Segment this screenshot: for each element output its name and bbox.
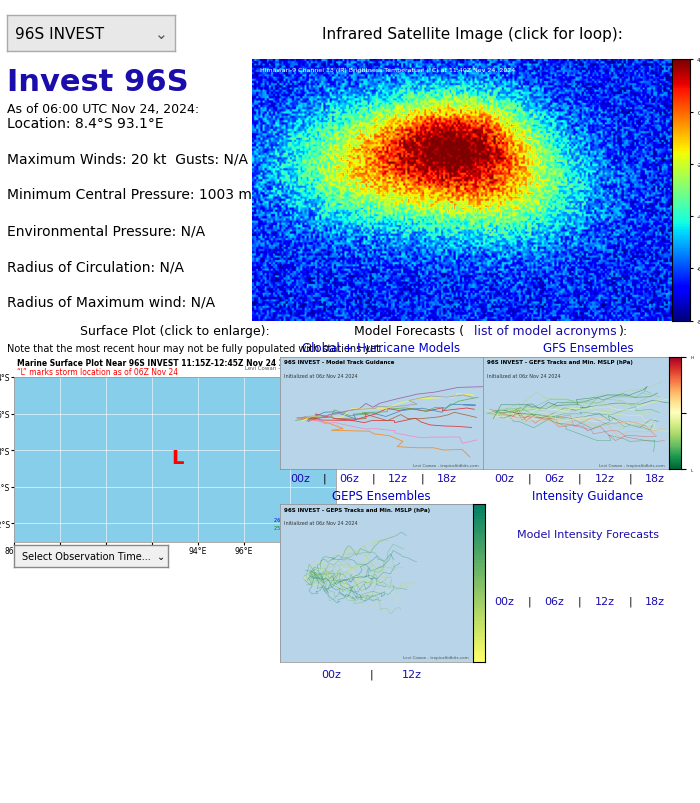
Text: 00z: 00z — [494, 597, 514, 606]
Text: Intensity Guidance: Intensity Guidance — [533, 489, 643, 502]
Text: “L” marks storm location as of 06Z Nov 24: “L” marks storm location as of 06Z Nov 2… — [18, 368, 178, 377]
Text: 00z: 00z — [494, 474, 514, 483]
Text: |: | — [372, 473, 375, 484]
Text: 00z: 00z — [321, 669, 341, 679]
Text: 12z: 12z — [402, 669, 422, 679]
Text: 06z: 06z — [545, 597, 564, 606]
Text: 96S INVEST: 96S INVEST — [15, 26, 104, 42]
Text: Minimum Central Pressure: 1003 mb: Minimum Central Pressure: 1003 mb — [7, 188, 260, 202]
Text: 25  1009: 25 1009 — [274, 525, 295, 530]
Text: 26  1008: 26 1008 — [274, 518, 295, 523]
Text: |: | — [628, 473, 632, 484]
Text: |: | — [578, 473, 582, 484]
Text: |: | — [628, 596, 632, 607]
Text: GFS Ensembles: GFS Ensembles — [542, 342, 634, 355]
Text: 00z: 00z — [290, 474, 310, 483]
Text: 06z: 06z — [545, 474, 564, 483]
Text: 96S INVEST - GEFS Tracks and Min. MSLP (hPa): 96S INVEST - GEFS Tracks and Min. MSLP (… — [486, 360, 633, 365]
Text: |: | — [527, 473, 531, 484]
Text: Initialized at 06z Nov 24 2024: Initialized at 06z Nov 24 2024 — [284, 373, 358, 378]
Text: 12z: 12z — [595, 597, 615, 606]
Text: Surface Plot (click to enlarge):: Surface Plot (click to enlarge): — [80, 324, 270, 338]
Text: 06z: 06z — [339, 474, 359, 483]
Text: Initialized at 06z Nov 24 2024: Initialized at 06z Nov 24 2024 — [486, 373, 560, 378]
Text: 18z: 18z — [645, 597, 665, 606]
Text: Himawari-9 Channel 13 (IR) Brightness Temperature (°C) at 11:40Z Nov 24, 2024: Himawari-9 Channel 13 (IR) Brightness Te… — [260, 68, 516, 73]
Text: Initialized at 06z Nov 24 2024: Initialized at 06z Nov 24 2024 — [284, 520, 358, 525]
Text: Select Observation Time...  ⌄: Select Observation Time... ⌄ — [22, 552, 164, 561]
Text: Levi Cowan - tropicaltidbits.com: Levi Cowan - tropicaltidbits.com — [403, 655, 469, 659]
Text: list of model acronyms: list of model acronyms — [474, 324, 617, 338]
Polygon shape — [318, 377, 336, 392]
Text: Note that the most recent hour may not be fully populated with stations yet.: Note that the most recent hour may not b… — [7, 344, 383, 353]
Text: ⌄: ⌄ — [155, 26, 168, 42]
Text: Maximum Winds: 20 kt  Gusts: N/A: Maximum Winds: 20 kt Gusts: N/A — [7, 153, 248, 166]
Text: |: | — [578, 596, 582, 607]
Text: Radius of Maximum wind: N/A: Radius of Maximum wind: N/A — [7, 296, 215, 310]
Text: 12z: 12z — [595, 474, 615, 483]
Text: Radius of Circulation: N/A: Radius of Circulation: N/A — [7, 260, 184, 274]
Text: 18z: 18z — [437, 474, 456, 483]
Text: Levi Cowan - tropicaltidbits.com: Levi Cowan - tropicaltidbits.com — [244, 365, 332, 370]
Text: Invest 96S: Invest 96S — [7, 68, 188, 97]
Text: 18z: 18z — [645, 474, 665, 483]
Text: Global + Hurricane Models: Global + Hurricane Models — [302, 342, 461, 355]
Text: Marine Surface Plot Near 96S INVEST 11:15Z-12:45Z Nov 24 2024: Marine Surface Plot Near 96S INVEST 11:1… — [18, 359, 300, 368]
Text: |: | — [323, 473, 326, 484]
Text: Infrared Satellite Image (click for loop):: Infrared Satellite Image (click for loop… — [322, 26, 623, 42]
Text: 96S INVEST - Model Track Guidance: 96S INVEST - Model Track Guidance — [284, 360, 394, 365]
Text: 12z: 12z — [388, 474, 407, 483]
Text: |: | — [420, 473, 424, 484]
Text: L: L — [171, 448, 183, 467]
Text: Model Forecasts (: Model Forecasts ( — [354, 324, 464, 338]
Text: |: | — [527, 596, 531, 607]
Text: Model Intensity Forecasts: Model Intensity Forecasts — [517, 529, 659, 539]
Text: ):: ): — [619, 324, 628, 338]
Text: Levi Cowan - tropicaltidbits.com: Levi Cowan - tropicaltidbits.com — [599, 463, 665, 467]
Text: 96S INVEST - GEPS Tracks and Min. MSLP (hPa): 96S INVEST - GEPS Tracks and Min. MSLP (… — [284, 507, 430, 512]
Text: Environmental Pressure: N/A: Environmental Pressure: N/A — [7, 224, 205, 238]
Text: GEPS Ensembles: GEPS Ensembles — [332, 489, 430, 502]
Text: As of 06:00 UTC Nov 24, 2024:: As of 06:00 UTC Nov 24, 2024: — [7, 104, 199, 116]
Text: |: | — [370, 668, 373, 679]
Text: Location: 8.4°S 93.1°E: Location: 8.4°S 93.1°E — [7, 116, 164, 130]
Text: Levi Cowan - tropicaltidbits.com: Levi Cowan - tropicaltidbits.com — [413, 463, 479, 467]
